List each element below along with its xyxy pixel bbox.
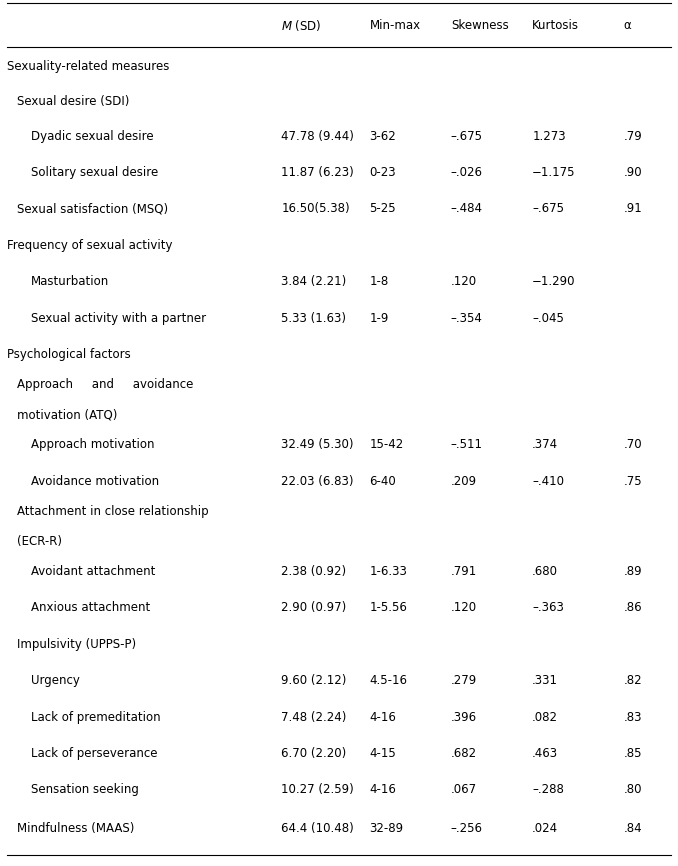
Text: 7.48 (2.24): 7.48 (2.24) [281, 710, 346, 723]
Text: Urgency: Urgency [31, 674, 79, 687]
Text: –.256: –.256 [451, 822, 483, 835]
Text: –.363: –.363 [532, 601, 564, 614]
Text: .84: .84 [624, 822, 642, 835]
Text: 2.90 (0.97): 2.90 (0.97) [281, 601, 346, 614]
Text: 5.33 (1.63): 5.33 (1.63) [281, 312, 346, 325]
Text: .682: .682 [451, 747, 477, 760]
Text: .463: .463 [532, 747, 559, 760]
Text: –.675: –.675 [532, 203, 564, 216]
Text: –.484: –.484 [451, 203, 483, 216]
Text: Anxious attachment: Anxious attachment [31, 601, 150, 614]
Text: Approach     and     avoidance: Approach and avoidance [17, 378, 193, 391]
Text: Sexual satisfaction (MSQ): Sexual satisfaction (MSQ) [17, 203, 168, 216]
Text: .85: .85 [624, 747, 642, 760]
Text: 1-9: 1-9 [370, 312, 389, 325]
Text: 4.5-16: 4.5-16 [370, 674, 407, 687]
Text: .680: .680 [532, 565, 558, 578]
Text: .279: .279 [451, 674, 477, 687]
Text: Min-max: Min-max [370, 19, 420, 32]
Text: 3.84 (2.21): 3.84 (2.21) [281, 275, 346, 288]
Text: Kurtosis: Kurtosis [532, 19, 579, 32]
Text: Approach motivation: Approach motivation [31, 438, 154, 451]
Text: 4-15: 4-15 [370, 747, 396, 760]
Text: .82: .82 [624, 674, 642, 687]
Text: .374: .374 [532, 438, 559, 451]
Text: 22.03 (6.83): 22.03 (6.83) [281, 475, 354, 488]
Text: motivation (ATQ): motivation (ATQ) [17, 408, 117, 421]
Text: 1-5.56: 1-5.56 [370, 601, 407, 614]
Text: .791: .791 [451, 565, 477, 578]
Text: Lack of premeditation: Lack of premeditation [31, 710, 160, 723]
Text: 2.38 (0.92): 2.38 (0.92) [281, 565, 346, 578]
Text: Frequency of sexual activity: Frequency of sexual activity [7, 239, 172, 252]
Text: 6.70 (2.20): 6.70 (2.20) [281, 747, 346, 760]
Text: .024: .024 [532, 822, 559, 835]
Text: 1.273: 1.273 [532, 130, 566, 143]
Text: α: α [624, 19, 631, 32]
Text: Mindfulness (MAAS): Mindfulness (MAAS) [17, 822, 134, 835]
Text: .79: .79 [624, 130, 643, 143]
Text: –.675: –.675 [451, 130, 483, 143]
Text: .75: .75 [624, 475, 642, 488]
Text: Masturbation: Masturbation [31, 275, 108, 288]
Text: –.354: –.354 [451, 312, 483, 325]
Text: Sexual desire (SDI): Sexual desire (SDI) [17, 95, 129, 108]
Text: .90: .90 [624, 166, 642, 179]
Text: .120: .120 [451, 275, 477, 288]
Text: 4-16: 4-16 [370, 784, 397, 797]
Text: .89: .89 [624, 565, 642, 578]
Text: 11.87 (6.23): 11.87 (6.23) [281, 166, 354, 179]
Text: Sexual activity with a partner: Sexual activity with a partner [31, 312, 205, 325]
Text: 0-23: 0-23 [370, 166, 396, 179]
Text: .209: .209 [451, 475, 477, 488]
Text: 1-6.33: 1-6.33 [370, 565, 407, 578]
Text: Attachment in close relationship: Attachment in close relationship [17, 505, 209, 518]
Text: Sexuality-related measures: Sexuality-related measures [7, 60, 169, 73]
Text: 4-16: 4-16 [370, 710, 397, 723]
Text: .70: .70 [624, 438, 642, 451]
Text: −1.175: −1.175 [532, 166, 576, 179]
Text: .91: .91 [624, 203, 643, 216]
Text: Dyadic sexual desire: Dyadic sexual desire [31, 130, 153, 143]
Text: $\it{M}$ (SD): $\it{M}$ (SD) [281, 17, 322, 33]
Text: 32.49 (5.30): 32.49 (5.30) [281, 438, 354, 451]
Text: .067: .067 [451, 784, 477, 797]
Text: −1.290: −1.290 [532, 275, 576, 288]
Text: .86: .86 [624, 601, 642, 614]
Text: Solitary sexual desire: Solitary sexual desire [31, 166, 158, 179]
Text: –.511: –.511 [451, 438, 483, 451]
Text: –.045: –.045 [532, 312, 564, 325]
Text: 32-89: 32-89 [370, 822, 403, 835]
Text: 47.78 (9.44): 47.78 (9.44) [281, 130, 354, 143]
Text: Avoidance motivation: Avoidance motivation [31, 475, 159, 488]
Text: 5-25: 5-25 [370, 203, 396, 216]
Text: Impulsivity (UPPS-P): Impulsivity (UPPS-P) [17, 637, 136, 650]
Text: 3-62: 3-62 [370, 130, 396, 143]
Text: 6-40: 6-40 [370, 475, 396, 488]
Text: –.410: –.410 [532, 475, 564, 488]
Text: Lack of perseverance: Lack of perseverance [31, 747, 157, 760]
Text: Skewness: Skewness [451, 19, 508, 32]
Text: Sensation seeking: Sensation seeking [31, 784, 138, 797]
Text: –.288: –.288 [532, 784, 564, 797]
Text: 64.4 (10.48): 64.4 (10.48) [281, 822, 354, 835]
Text: .80: .80 [624, 784, 642, 797]
Text: 1-8: 1-8 [370, 275, 388, 288]
Text: Avoidant attachment: Avoidant attachment [31, 565, 155, 578]
Text: .120: .120 [451, 601, 477, 614]
Text: –.026: –.026 [451, 166, 483, 179]
Text: 15-42: 15-42 [370, 438, 404, 451]
Text: 16.50(5.38): 16.50(5.38) [281, 203, 350, 216]
Text: .396: .396 [451, 710, 477, 723]
Text: Psychological factors: Psychological factors [7, 348, 131, 361]
Text: 9.60 (2.12): 9.60 (2.12) [281, 674, 346, 687]
Text: 10.27 (2.59): 10.27 (2.59) [281, 784, 354, 797]
Text: .83: .83 [624, 710, 642, 723]
Text: (ECR-R): (ECR-R) [17, 534, 62, 548]
Text: .082: .082 [532, 710, 558, 723]
Text: .331: .331 [532, 674, 558, 687]
